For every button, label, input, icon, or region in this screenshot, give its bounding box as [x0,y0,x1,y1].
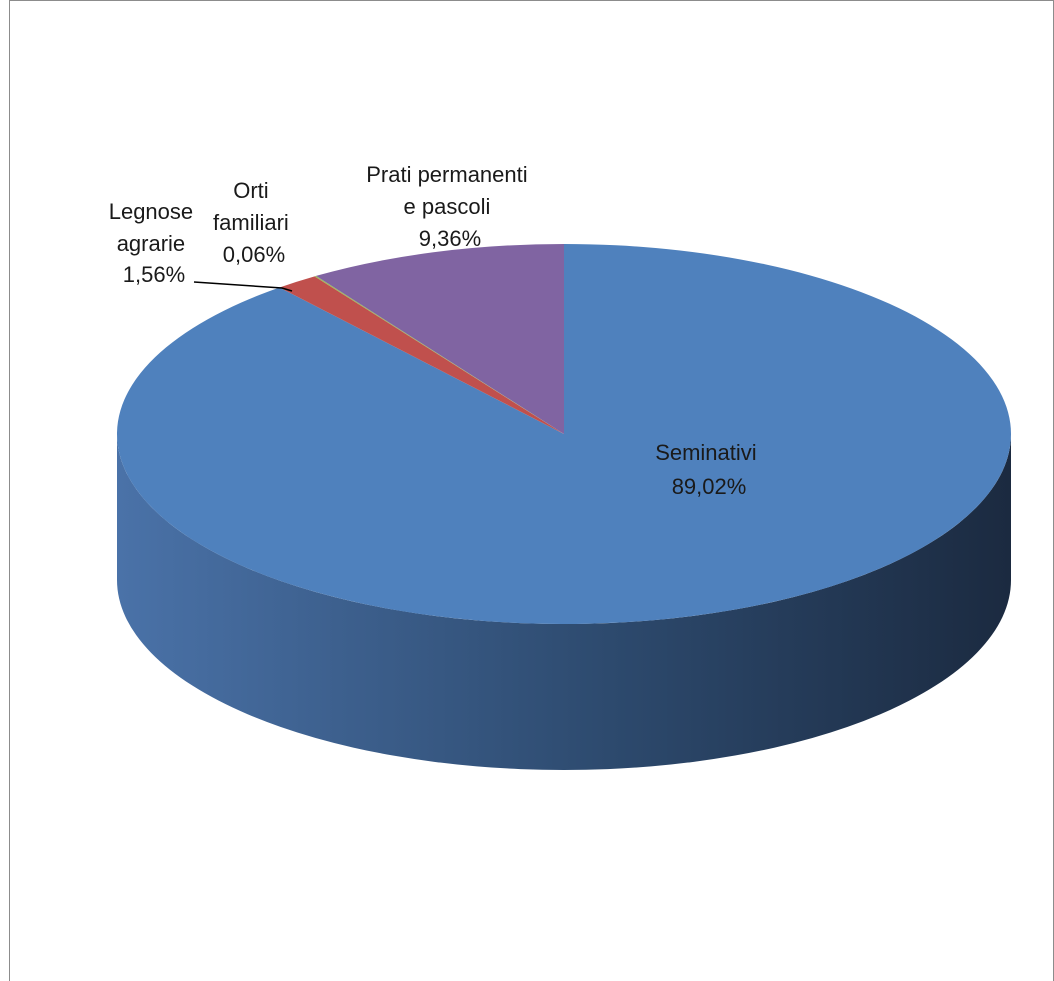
label-prati-line2: e pascoli [404,194,491,219]
label-seminativi-value: 89,02% [672,474,747,499]
label-orti-value: 0,06% [223,242,285,267]
label-legnose-value: 1,56% [123,262,185,287]
label-seminativi-line1: Seminativi [655,440,756,465]
label-prati-line1: Prati permanenti [366,162,527,187]
label-legnose: Legnose agrarie 1,56% [109,199,200,287]
leader-line-legnose [193,281,293,292]
label-prati: Prati permanenti e pascoli 9,36% [366,162,534,251]
pie-slice-0 [116,244,1012,625]
pie-labels: Seminativi 89,02% Legnose agrarie 1,56% … [109,162,763,499]
label-legnose-line1: Legnose [109,199,193,224]
label-legnose-line2: agrarie [117,231,185,256]
label-prati-value: 9,36% [419,226,481,251]
pie-slice-3 [316,244,564,434]
pie-slice-1 [279,276,564,434]
label-seminativi: Seminativi 89,02% [655,440,763,499]
label-orti-line1: Orti [233,178,268,203]
pie-side-wall [117,434,1011,770]
pie-slice-2 [314,275,564,434]
label-orti-line2: familiari [213,210,289,235]
label-orti: Orti familiari 0,06% [213,178,295,267]
pie-slices [116,244,1012,770]
